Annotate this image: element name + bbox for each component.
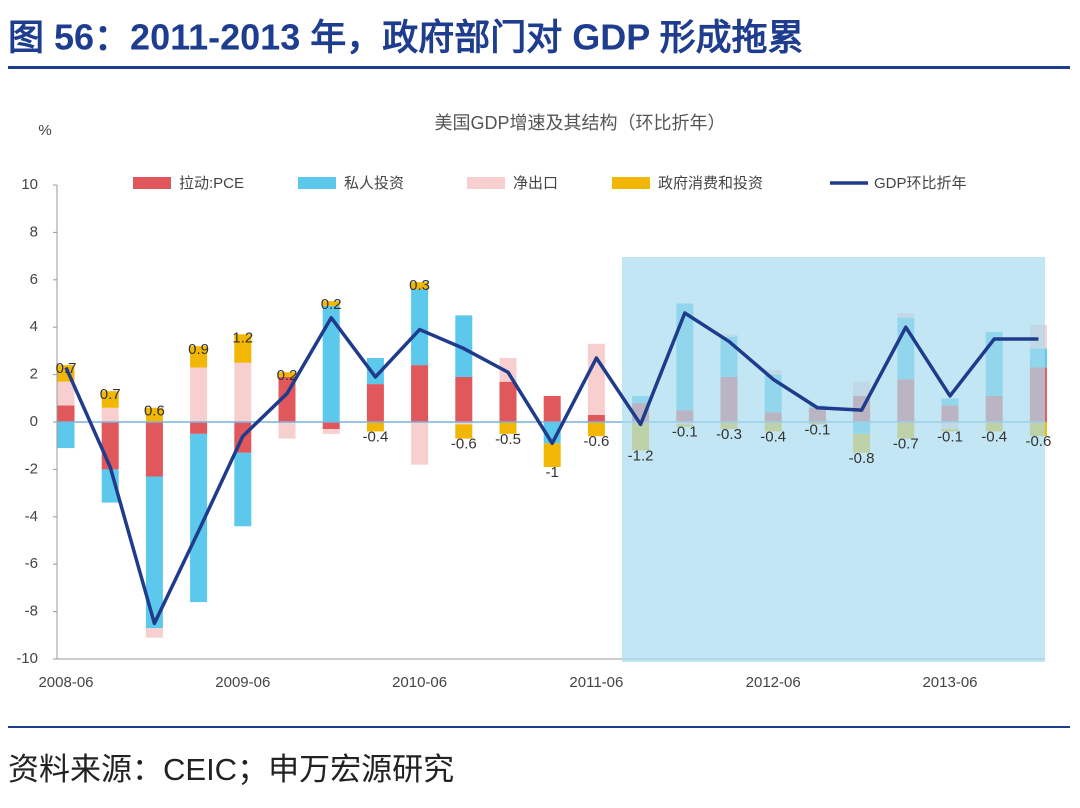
bar-segment — [499, 422, 517, 434]
bar-segment — [101, 407, 119, 422]
highlight-region — [622, 257, 1045, 662]
bar-segment — [190, 346, 208, 368]
bar-segment — [543, 443, 561, 468]
legend-label: 政府消费和投资 — [658, 175, 763, 192]
x-tick-label: 2010-06 — [392, 674, 447, 691]
bar-segment — [190, 367, 208, 422]
data-label: -0.4 — [362, 428, 388, 445]
data-label: -0.1 — [672, 424, 698, 441]
data-label: -0.4 — [981, 428, 1007, 445]
bar-segment — [455, 376, 473, 422]
y-tick-label: 0 — [30, 413, 38, 430]
data-label: 0.7 — [56, 360, 77, 377]
data-label: -0.1 — [804, 421, 830, 438]
data-label: -0.1 — [937, 428, 963, 445]
bar-segment — [366, 358, 384, 385]
bar-segment — [587, 414, 605, 422]
data-label: 0.6 — [144, 403, 165, 420]
y-tick-label: 2 — [30, 366, 38, 383]
source: 资料来源：CEIC；申万宏源研究 — [8, 752, 454, 787]
data-label: -0.6 — [583, 433, 609, 450]
data-label: -0.8 — [849, 450, 875, 467]
data-label: -0.5 — [495, 431, 521, 448]
bar-segment — [411, 289, 429, 366]
bar-segment — [411, 365, 429, 422]
x-tick-label: 2012-06 — [746, 674, 801, 691]
y-tick-label: 8 — [30, 223, 38, 240]
y-tick-label: 6 — [30, 271, 38, 288]
bar-segment — [145, 422, 163, 477]
x-tick-label: 2011-06 — [569, 674, 623, 691]
bar-segment — [455, 424, 473, 439]
bar-segment — [101, 422, 119, 470]
chart-title: 美国GDP增速及其结构（环比折年） — [434, 113, 725, 133]
data-label: -0.7 — [893, 436, 919, 453]
data-label: -0.3 — [716, 426, 742, 443]
data-label: 0.2 — [277, 367, 298, 384]
bar-segment — [366, 384, 384, 422]
bar-segment — [587, 422, 605, 437]
x-tick-label: 2008-06 — [38, 674, 93, 691]
data-label: -1 — [546, 464, 559, 481]
y-tick-label: -8 — [25, 603, 38, 620]
data-label: 0.7 — [100, 386, 121, 403]
legend-label: GDP环比折年 — [874, 175, 967, 192]
data-label: 0.2 — [321, 296, 342, 313]
bar-segment — [322, 429, 340, 434]
bar-segment — [234, 334, 252, 363]
bar-segment — [366, 422, 384, 432]
data-label: -0.4 — [760, 428, 786, 445]
bar-segment — [587, 343, 605, 415]
x-tick-label: 2013-06 — [922, 674, 977, 691]
bar-segment — [145, 407, 163, 422]
bar-segment — [455, 315, 473, 377]
bar-segment — [411, 422, 429, 465]
y-tick-label: -4 — [25, 508, 38, 525]
data-label: -0.6 — [451, 436, 477, 453]
bar-segment — [57, 381, 75, 406]
bar-segment — [278, 422, 296, 439]
y-tick-label: -6 — [25, 555, 38, 572]
bar-segment — [322, 301, 340, 306]
bar-segment — [411, 282, 429, 290]
bar-segment — [145, 476, 163, 629]
data-label: 0.3 — [409, 277, 430, 294]
y-tick-label: 10 — [21, 176, 38, 193]
title-rule — [8, 66, 1070, 69]
data-label: -0.6 — [1025, 433, 1051, 450]
bar-segment — [234, 452, 252, 527]
legend-swatch — [298, 177, 336, 189]
data-label: 0.9 — [188, 341, 209, 358]
legend-swatch — [133, 177, 171, 189]
y-tick-label: 4 — [30, 318, 38, 335]
bar-segment — [278, 372, 296, 377]
footer-rule — [8, 726, 1070, 728]
legend-swatch — [467, 177, 505, 189]
legend-label: 拉动:PCE — [179, 175, 244, 192]
data-label: 1.2 — [232, 329, 253, 346]
bar-segment — [543, 395, 561, 422]
page-title: 图 56：2011-2013 年，政府部门对 GDP 形成拖累 — [8, 17, 804, 58]
gdp-line — [64, 311, 1039, 626]
bar-segment — [322, 305, 340, 422]
bar-segment — [57, 422, 75, 449]
legend-swatch — [612, 177, 650, 189]
y-tick-label: -10 — [16, 650, 38, 667]
bar-segment — [455, 422, 473, 425]
bar-segment — [57, 405, 75, 422]
bar-segment — [190, 433, 208, 603]
bar-segment — [101, 391, 119, 408]
legend-label: 净出口 — [513, 175, 558, 192]
data-label: -1.2 — [628, 447, 654, 464]
bar-segment — [499, 381, 517, 422]
bar-segment — [322, 422, 340, 430]
y-tick-label: -2 — [25, 460, 38, 477]
y-axis-label: % — [38, 122, 51, 139]
bar-segment — [145, 628, 163, 638]
bar-segment — [234, 362, 252, 422]
bar-segment — [190, 422, 208, 434]
legend-label: 私人投资 — [344, 175, 404, 192]
x-tick-label: 2009-06 — [215, 674, 270, 691]
